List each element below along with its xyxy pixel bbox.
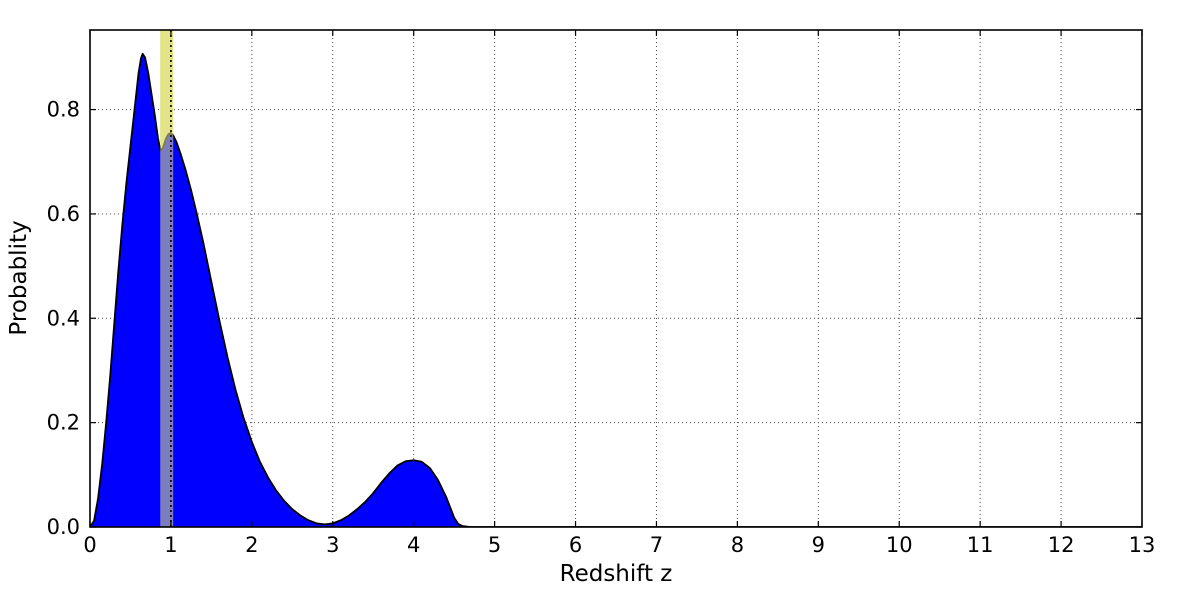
probability-density-area [90,52,1142,527]
x-tick-label: 0 [83,533,96,557]
x-tick-label: 6 [569,533,582,557]
series-fill [90,53,1142,527]
x-tick-label: 13 [1129,533,1156,557]
y-tick-label: 0.0 [47,515,80,539]
y-tick-label: 0.6 [47,202,80,226]
y-tick-labels: 0.0 0.2 0.4 0.6 0.8 [47,98,80,539]
x-tick-label: 5 [488,533,501,557]
redshift-marker-band-overlay [160,30,174,527]
x-tick-label: 2 [245,533,258,557]
y-tick-label: 0.8 [47,98,80,122]
y-gridlines [90,109,1142,424]
y-tick-label: 0.4 [47,306,80,330]
redshift-marker-band-overlay [160,30,174,527]
y-axis-title: Probablity [6,220,32,335]
x-tick-label: 10 [886,533,913,557]
x-tick-label: 9 [812,533,825,557]
plot-frame [89,29,1143,528]
x-tick-label: 11 [967,533,994,557]
x-tick-label: 4 [407,533,420,557]
x-tick-label: 1 [164,533,177,557]
series-outline [90,52,1142,527]
y-tick-label: 0.2 [47,411,80,435]
x-tick-label: 12 [1048,533,1075,557]
x-tick-label: 7 [650,533,663,557]
x-tick-label: 8 [731,533,744,557]
plot-background [90,30,1142,527]
x-axis-title: Redshift z [560,561,673,587]
x-tick-labels: 0 1 2 3 4 5 6 7 8 9 10 11 12 13 [83,533,1155,557]
x-tick-label: 3 [326,533,339,557]
